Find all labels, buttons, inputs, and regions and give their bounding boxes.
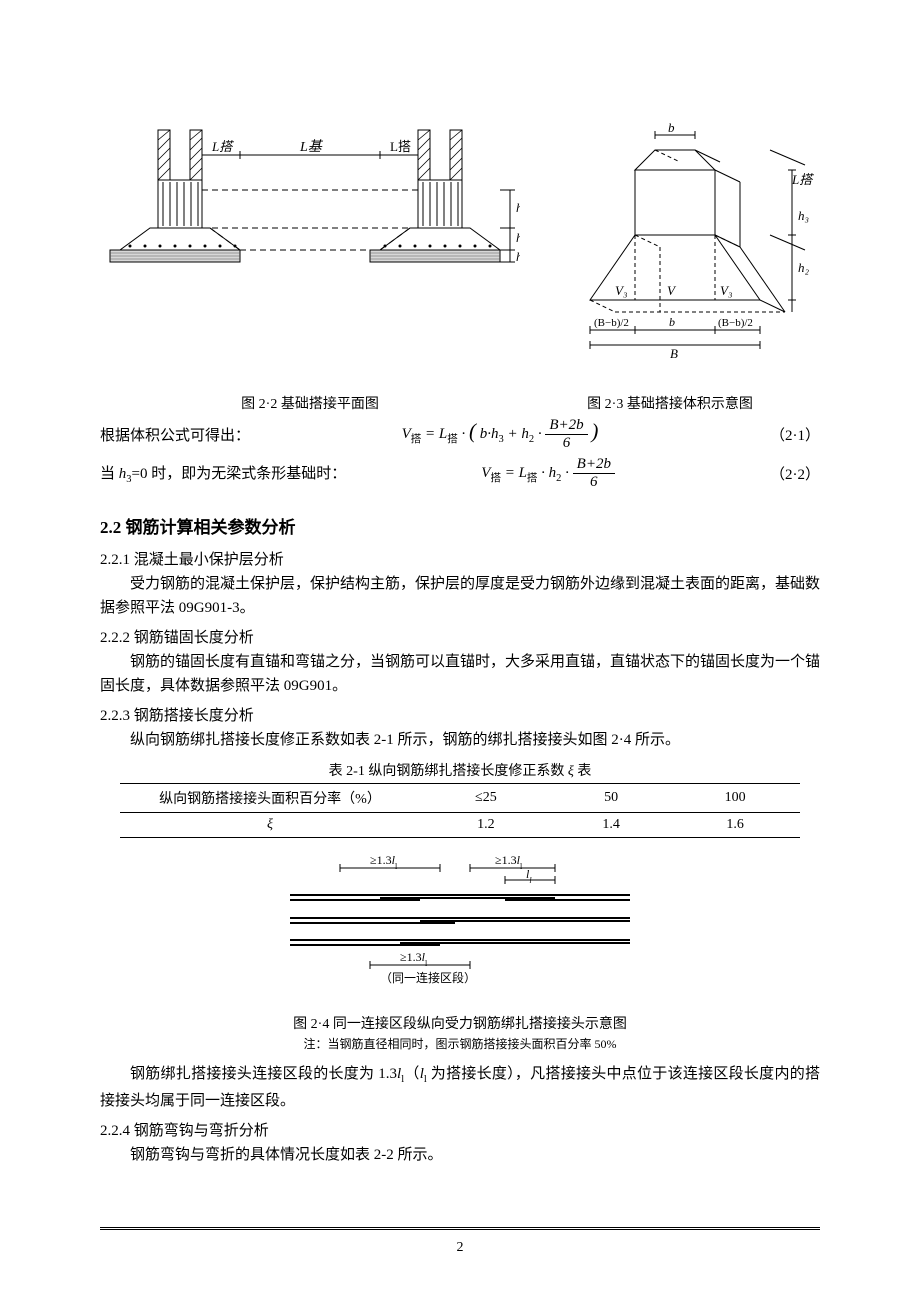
eq-2-1-row: 根据体积公式可得出： V搭 = L搭 · ( b·h3 + h2 · B+2b6…: [100, 417, 820, 452]
table-cell-2: 1.4: [552, 813, 671, 838]
eq-2-2-row: 当 h3=0 时，即为无梁式条形基础时： V搭 = L搭 · h2 · B+2b…: [100, 456, 820, 491]
fig-2-2: L搭 L基 L搭 h₃ h₂ h₁: [100, 120, 520, 385]
fig-2-4-caption: 图 2·4 同一连接区段纵向受力钢筋绑扎搭接接头示意图: [100, 1013, 820, 1033]
label-L-ji: L基: [299, 139, 324, 155]
heading-2-2: 2.2 钢筋计算相关参数分析: [100, 513, 820, 538]
label-h3-23: h₃: [798, 208, 809, 223]
label-V3-right: V₃: [720, 283, 732, 298]
heading-2-2-2: 2.2.2 钢筋锚固长度分析: [100, 626, 820, 647]
eq-2-2-num: （2·2）: [750, 463, 820, 484]
eq-2-1-formula: V搭 = L搭 · ( b·h3 + h2 · B+2b6 ): [250, 417, 750, 452]
heading-2-2-4: 2.2.4 钢筋弯钩与弯折分析: [100, 1119, 820, 1140]
fig-2-4-note: 注：当钢筋直径相同时，图示钢筋搭接接头面积百分率 50%: [100, 1035, 820, 1052]
label-h2: h₂: [516, 230, 520, 245]
page-number: 2: [100, 1240, 820, 1256]
table-header-0: 纵向钢筋搭接接头面积百分率（%）: [120, 784, 420, 813]
para-2-2-2: 钢筋的锚固长度有直锚和弯锚之分，当钢筋可以直锚时，大多采用直锚，直锚状态下的锚固…: [100, 650, 820, 698]
label-dim-left: (B−b)/2: [594, 317, 629, 329]
table-cell-xi: ξ: [120, 813, 420, 838]
fig-2-2-svg: L搭 L基 L搭 h₃ h₂ h₁: [100, 120, 520, 280]
eq-2-1-lead: 根据体积公式可得出：: [100, 424, 250, 445]
figures-row: L搭 L基 L搭 h₃ h₂ h₁: [100, 120, 820, 385]
table-header-1: ≤25: [420, 784, 552, 813]
eq-2-2-lead: 当 h3=0 时，即为无梁式条形基础时：: [100, 462, 346, 485]
ll-label: ll: [526, 867, 532, 885]
label-h2-23: h₂: [798, 260, 810, 275]
label-B: B: [670, 346, 678, 361]
label-Lda-23: L搭: [791, 172, 814, 187]
label-L-da-left: L搭: [211, 139, 234, 154]
label-h3: h₃: [516, 200, 520, 215]
page-content: L搭 L基 L搭 h₃ h₂ h₁: [0, 0, 920, 1316]
fig-2-2-caption: 图 2·2 基础搭接平面图: [100, 393, 520, 413]
label-V3-left: V₃: [615, 283, 627, 298]
table-cell-3: 1.6: [670, 813, 800, 838]
eq-2-2-formula: V搭 = L搭 · h2 · B+2b6: [346, 456, 750, 491]
zone-label: （同一连接区段）: [380, 970, 476, 985]
table-header-2: 50: [552, 784, 671, 813]
label-h1: h₁: [516, 249, 520, 264]
para-2-2-1: 受力钢筋的混凝土保护层，保护结构主筋，保护层的厚度是受力钢筋外边缘到混凝土表面的…: [100, 572, 820, 620]
footer-rule: [100, 1227, 820, 1230]
fig-2-3-caption: 图 2·3 基础搭接体积示意图: [520, 393, 820, 413]
fig-2-4: ≥1.3ll ≥1.3ll ll ≥1.3ll: [100, 850, 820, 1005]
eq-2-1-num: （2·1）: [750, 424, 820, 445]
fig-2-3: b: [560, 120, 820, 385]
caption-row: 图 2·2 基础搭接平面图 图 2·3 基础搭接体积示意图: [100, 393, 820, 413]
table-2-1-caption: 表 2-1 纵向钢筋绑扎搭接长度修正系数 ξ 表: [100, 760, 820, 780]
table-row: 纵向钢筋搭接接头面积百分率（%） ≤25 50 100: [120, 784, 800, 813]
fig-2-3-svg: b: [560, 120, 820, 380]
table-2-1: 纵向钢筋搭接接头面积百分率（%） ≤25 50 100 ξ 1.2 1.4 1.…: [120, 783, 800, 838]
para-after-fig24: 钢筋绑扎搭接接头连接区段的长度为 1.3ll（ll 为搭接长度），凡搭接接头中点…: [100, 1062, 820, 1113]
heading-2-2-3: 2.2.3 钢筋搭接长度分析: [100, 704, 820, 725]
label-dim-mid: b: [669, 315, 675, 329]
label-b-top: b: [668, 120, 675, 135]
table-row: ξ 1.2 1.4 1.6: [120, 813, 800, 838]
table-header-3: 100: [670, 784, 800, 813]
para-2-2-4: 钢筋弯钩与弯折的具体情况长度如表 2-2 所示。: [100, 1143, 820, 1167]
label-L-da-right: L搭: [390, 139, 411, 154]
heading-2-2-1: 2.2.1 混凝土最小保护层分析: [100, 548, 820, 569]
label-dim-right: (B−b)/2: [718, 317, 753, 329]
table-cell-1: 1.2: [420, 813, 552, 838]
para-2-2-3: 纵向钢筋绑扎搭接长度修正系数如表 2-1 所示，钢筋的绑扎搭接接头如图 2·4 …: [100, 728, 820, 752]
fig-2-4-svg: ≥1.3ll ≥1.3ll ll ≥1.3ll: [280, 850, 640, 1000]
label-V: V: [667, 283, 677, 298]
